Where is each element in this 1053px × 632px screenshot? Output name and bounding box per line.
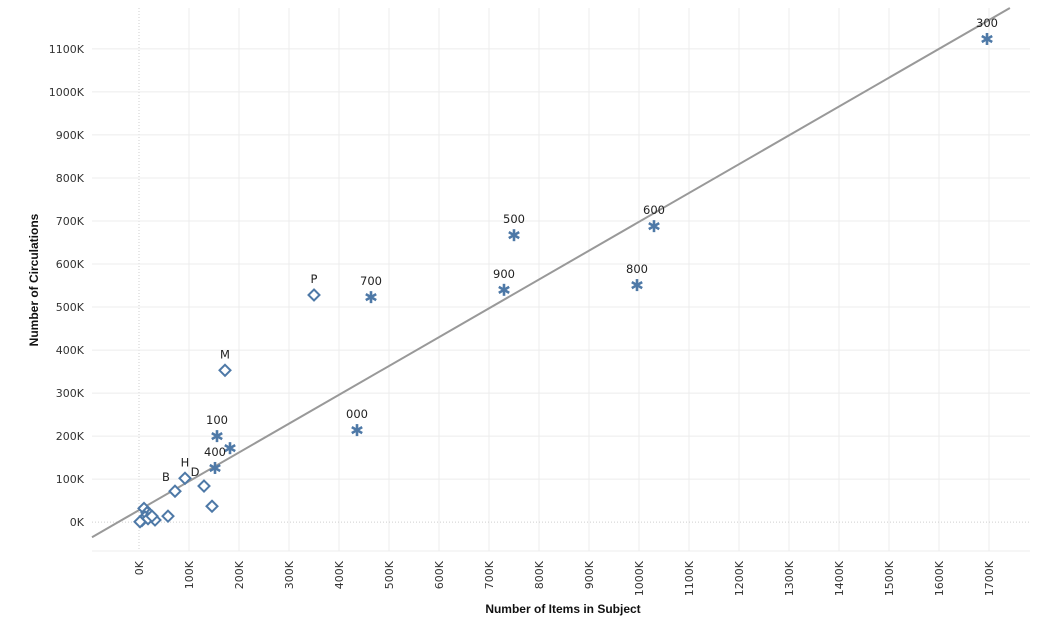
point-label: 500 bbox=[503, 212, 525, 226]
x-tick-label: 1200K bbox=[733, 560, 746, 596]
diamond-marker bbox=[218, 363, 232, 378]
x-tick-label: 1400K bbox=[833, 560, 846, 596]
star-marker bbox=[981, 32, 993, 45]
point-label: 600 bbox=[643, 203, 665, 217]
y-tick-label: 1000K bbox=[49, 86, 85, 99]
y-axis-ticks: 0K 100K 200K 300K 400K 500K 600K 700K 800K 900K 10… bbox=[49, 43, 85, 529]
diamond-marker bbox=[205, 499, 219, 514]
point-label: 000 bbox=[346, 407, 368, 421]
y-tick-label: 300K bbox=[56, 387, 85, 400]
x-axis-ticks: 0K 100K 200K 300K 400K 500K 600K 700K 800K 900K 10… bbox=[133, 560, 996, 596]
x-tick-label: 1500K bbox=[883, 560, 896, 596]
x-tick-label: 900K bbox=[583, 560, 596, 589]
point-label: 400 bbox=[204, 445, 226, 459]
y-tick-label: 900K bbox=[56, 129, 85, 142]
x-tick-label: 700K bbox=[483, 560, 496, 589]
x-tick-label: 400K bbox=[333, 560, 346, 589]
star-marker bbox=[224, 442, 236, 455]
diamond-marker bbox=[197, 479, 211, 493]
y-tick-label: 500K bbox=[56, 301, 85, 314]
y-tick-label: 100K bbox=[56, 473, 85, 486]
point-label: 700 bbox=[360, 274, 382, 288]
point-label: 900 bbox=[493, 267, 515, 281]
diamond-marker bbox=[161, 509, 175, 524]
trend-line bbox=[91, 7, 1011, 539]
x-tick-label: 800K bbox=[533, 560, 546, 589]
star-marker bbox=[648, 220, 660, 233]
star-stroke bbox=[365, 293, 377, 302]
star-stroke bbox=[648, 222, 660, 231]
star-marker bbox=[365, 291, 377, 304]
marks: 300 600 500 800 900 700 000 100 400 P M HB D bbox=[133, 16, 998, 529]
y-tick-label: 700K bbox=[56, 215, 85, 228]
x-tick-label: 500K bbox=[383, 560, 396, 589]
point-label: H bbox=[181, 455, 190, 469]
point-label: M bbox=[220, 347, 230, 361]
x-tick-label: 600K bbox=[433, 560, 446, 589]
x-tick-label: 200K bbox=[233, 560, 246, 589]
y-axis-title: Number of Circulations bbox=[27, 213, 41, 346]
x-tick-label: 1100K bbox=[683, 560, 696, 596]
diamond-marker bbox=[145, 509, 159, 524]
star-stroke bbox=[211, 431, 223, 441]
y-tick-label: 400K bbox=[56, 344, 85, 357]
star-marker bbox=[631, 279, 643, 292]
x-tick-label: 0K bbox=[133, 560, 146, 575]
star-stroke bbox=[631, 280, 643, 290]
y-tick-label: 200K bbox=[56, 430, 85, 443]
diamond-marker bbox=[307, 288, 321, 302]
x-tick-label: 1600K bbox=[933, 560, 946, 596]
y-tick-label: 600K bbox=[56, 258, 85, 271]
x-axis-title: Number of Items in Subject bbox=[485, 602, 640, 616]
x-tick-label: 1000K bbox=[633, 560, 646, 596]
star-marker bbox=[508, 229, 520, 242]
point-label: 100 bbox=[206, 413, 228, 427]
y-tick-label: 1100K bbox=[49, 43, 85, 56]
star-stroke bbox=[498, 285, 510, 294]
grid bbox=[92, 8, 1030, 552]
star-stroke bbox=[981, 34, 993, 44]
x-tick-label: 1700K bbox=[983, 560, 996, 596]
diamond-marker bbox=[168, 484, 182, 499]
star-marker bbox=[211, 430, 223, 443]
x-tick-label: 100K bbox=[183, 560, 196, 589]
star-stroke bbox=[209, 463, 221, 473]
point-label: B bbox=[162, 470, 170, 484]
star-marker bbox=[209, 461, 221, 474]
point-label: 800 bbox=[626, 262, 648, 276]
x-tick-label: 300K bbox=[283, 560, 296, 589]
star-marker bbox=[351, 424, 363, 437]
y-tick-label: 0K bbox=[70, 516, 85, 529]
star-marker bbox=[498, 283, 510, 296]
trend-line-group bbox=[91, 7, 1011, 539]
point-label: D bbox=[191, 465, 200, 479]
star-stroke bbox=[508, 231, 520, 240]
star-stroke bbox=[224, 444, 236, 453]
x-tick-label: 1300K bbox=[783, 560, 796, 596]
y-tick-label: 800K bbox=[56, 172, 85, 185]
star-stroke bbox=[351, 425, 363, 435]
point-label: 300 bbox=[976, 16, 998, 30]
diamond-marker bbox=[178, 471, 192, 486]
point-label: P bbox=[311, 272, 318, 286]
